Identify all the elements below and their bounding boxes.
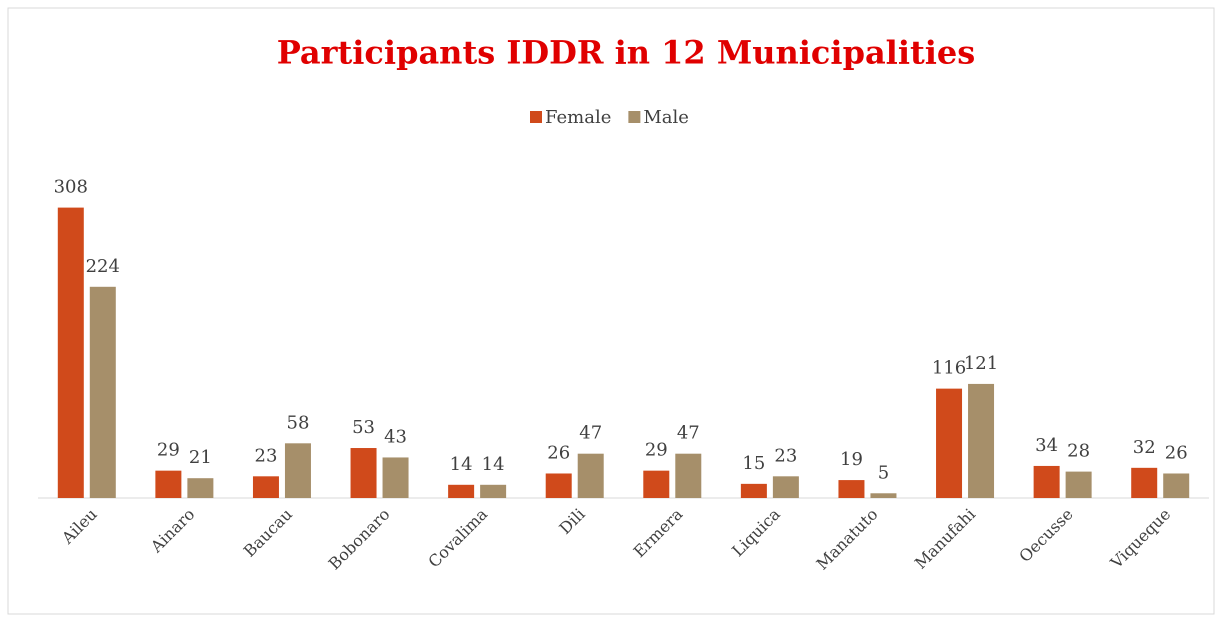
bar — [1033, 465, 1060, 498]
bar — [772, 476, 799, 498]
data-label: 29 — [645, 440, 668, 461]
data-label: 23 — [255, 445, 278, 466]
legend-label: Female — [545, 107, 611, 128]
data-label: 58 — [287, 412, 310, 433]
legend-label: Male — [643, 107, 689, 128]
data-label: 14 — [450, 454, 473, 475]
data-label: 308 — [54, 177, 88, 198]
data-label: 15 — [742, 453, 765, 474]
bar — [350, 448, 377, 498]
data-label: 26 — [1165, 442, 1188, 463]
bar — [284, 443, 311, 498]
data-label: 29 — [157, 440, 180, 461]
chart-border — [7, 7, 1215, 615]
bar — [740, 483, 767, 498]
chart-title: Participants IDDR in 12 Municipalities — [277, 34, 976, 72]
data-label: 19 — [840, 449, 863, 470]
data-label: 28 — [1067, 441, 1090, 462]
bar — [545, 473, 572, 498]
data-label: 5 — [878, 462, 889, 483]
data-label: 21 — [189, 447, 212, 468]
data-label: 47 — [677, 423, 700, 444]
bar — [968, 383, 995, 498]
data-label: 47 — [579, 423, 602, 444]
legend-swatch — [530, 111, 542, 123]
bar — [643, 470, 670, 498]
bar — [1163, 473, 1190, 498]
bar — [1131, 467, 1158, 498]
data-label: 121 — [964, 353, 998, 374]
bar — [577, 453, 604, 498]
data-label: 224 — [86, 256, 120, 277]
bar — [57, 207, 84, 498]
data-label: 23 — [774, 445, 797, 466]
bar — [155, 470, 182, 498]
bar — [252, 476, 279, 498]
bar — [448, 484, 475, 498]
bar — [1065, 471, 1092, 498]
data-label: 43 — [384, 426, 407, 447]
data-label: 26 — [547, 442, 570, 463]
bar — [89, 286, 116, 498]
bar — [870, 493, 897, 498]
bar — [838, 480, 865, 498]
data-label: 116 — [932, 358, 966, 379]
data-label: 14 — [482, 454, 505, 475]
bar — [936, 388, 963, 498]
data-label: 34 — [1035, 435, 1058, 456]
bar — [187, 478, 214, 498]
legend-swatch — [628, 111, 641, 123]
data-label: 53 — [352, 417, 375, 438]
bar — [480, 484, 507, 498]
bar — [675, 453, 702, 498]
bar — [382, 457, 409, 498]
data-label: 32 — [1133, 437, 1156, 458]
